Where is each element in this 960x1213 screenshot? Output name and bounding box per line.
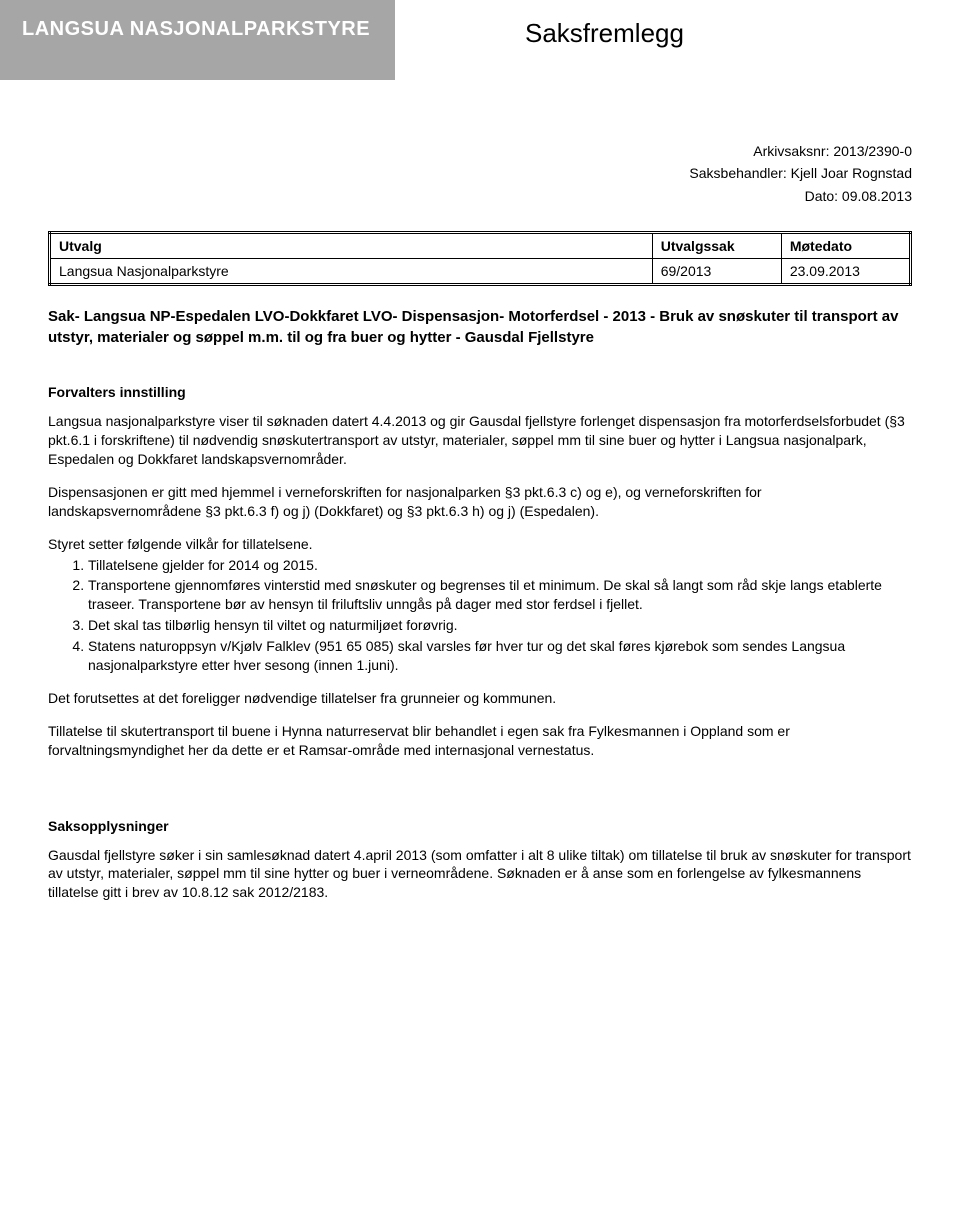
header-left-box: LANGSUA NASJONALPARKSTYRE — [0, 0, 395, 80]
page-content: Arkivsaksnr: 2013/2390-0 Saksbehandler: … — [0, 110, 960, 956]
saksopplysninger-heading: Saksopplysninger — [48, 818, 912, 834]
th-utvalg: Utvalg — [50, 233, 653, 259]
para-hynna: Tillatelse til skutertransport til buene… — [48, 722, 912, 760]
vilkar-intro: Styret setter følgende vilkår for tillat… — [48, 535, 912, 554]
header-bar: LANGSUA NASJONALPARKSTYRE Saksfremlegg — [0, 0, 960, 110]
list-item: Statens naturoppsyn v/Kjølv Falklev (951… — [88, 637, 912, 675]
th-utvalgssak: Utvalgssak — [652, 233, 781, 259]
td-sak: 69/2013 — [652, 259, 781, 285]
para-forutsetning: Det forutsettes at det foreligger nødven… — [48, 689, 912, 708]
table-row: Langsua Nasjonalparkstyre 69/2013 23.09.… — [50, 259, 911, 285]
para-innstilling-2: Dispensasjonen er gitt med hjemmel i ver… — [48, 483, 912, 521]
meta-dato: Dato: 09.08.2013 — [48, 185, 912, 207]
list-item: Transportene gjennomføres vinterstid med… — [88, 576, 912, 614]
sak-title: Sak- Langsua NP-Espedalen LVO-Dokkfaret … — [48, 306, 912, 348]
header-org-title: LANGSUA NASJONALPARKSTYRE — [22, 18, 370, 41]
th-motedato: Møtedato — [781, 233, 910, 259]
td-utvalg: Langsua Nasjonalparkstyre — [50, 259, 653, 285]
para-saksopp: Gausdal fjellstyre søker i sin samlesøkn… — [48, 846, 912, 903]
meta-block: Arkivsaksnr: 2013/2390-0 Saksbehandler: … — [48, 140, 912, 207]
para-innstilling-1: Langsua nasjonalparkstyre viser til søkn… — [48, 412, 912, 469]
utvalg-table: Utvalg Utvalgssak Møtedato Langsua Nasjo… — [48, 231, 912, 286]
meta-saksbehandler: Saksbehandler: Kjell Joar Rognstad — [48, 162, 912, 184]
forvalters-heading: Forvalters innstilling — [48, 384, 912, 400]
table-header-row: Utvalg Utvalgssak Møtedato — [50, 233, 911, 259]
td-dato: 23.09.2013 — [781, 259, 910, 285]
vilkar-list: Tillatelsene gjelder for 2014 og 2015. T… — [48, 556, 912, 675]
list-item: Tillatelsene gjelder for 2014 og 2015. — [88, 556, 912, 575]
meta-arkiv: Arkivsaksnr: 2013/2390-0 — [48, 140, 912, 162]
list-item: Det skal tas tilbørlig hensyn til viltet… — [88, 616, 912, 635]
header-doc-type: Saksfremlegg — [525, 18, 684, 49]
